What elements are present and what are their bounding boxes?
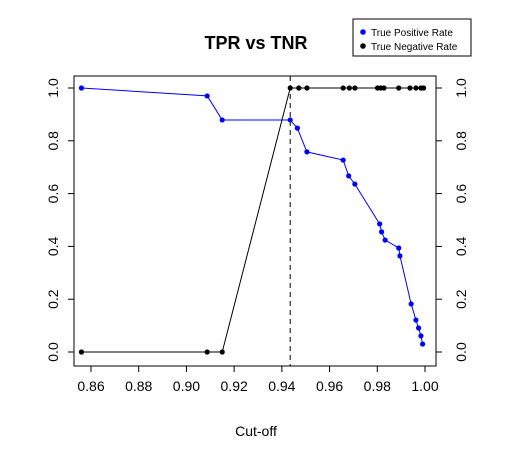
data-point-tpr <box>413 317 419 323</box>
y-tick-label: 0.0 <box>45 342 61 362</box>
right-y-tick-label: 1.0 <box>453 78 469 98</box>
data-point-tnr <box>352 85 358 91</box>
y-tick-label: 0.4 <box>45 236 61 256</box>
legend-label-tnr: True Negative Rate <box>371 42 458 53</box>
chart-title: TPR vs TNR <box>204 33 307 53</box>
right-y-tick-label: 0.4 <box>453 236 469 256</box>
data-point-tpr <box>418 333 424 339</box>
data-point-tnr <box>396 85 402 91</box>
data-point-tnr <box>204 349 210 355</box>
data-point-tnr <box>304 85 310 91</box>
x-tick-label: 1.00 <box>411 378 438 394</box>
right-y-tick-label: 0.8 <box>453 131 469 151</box>
data-point-tpr <box>204 93 210 99</box>
legend-marker-tpr <box>360 29 366 35</box>
data-point-tnr <box>340 85 346 91</box>
data-point-tnr <box>219 349 225 355</box>
data-point-tpr <box>397 253 403 259</box>
x-tick-label: 0.94 <box>268 378 295 394</box>
data-point-tpr <box>304 149 310 155</box>
data-point-tpr <box>340 157 346 163</box>
x-tick-label: 0.90 <box>173 378 200 394</box>
y-tick-label: 0.2 <box>45 289 61 309</box>
data-point-tpr <box>346 173 352 179</box>
data-point-tpr <box>219 117 225 123</box>
right-y-tick-label: 0.6 <box>453 184 469 204</box>
data-point-tnr <box>287 85 293 91</box>
x-tick-label: 0.88 <box>125 378 152 394</box>
legend-label-tpr: True Positive Rate <box>371 28 453 39</box>
legend: True Positive Rate True Negative Rate <box>352 18 472 57</box>
x-axis: 0.86 0.88 0.90 0.92 0.94 0.96 0.98 1.00 <box>77 365 439 394</box>
data-point-tpr <box>382 237 388 243</box>
x-tick-label: 0.86 <box>77 378 104 394</box>
plot-frame <box>73 75 437 367</box>
data-point-tnr <box>346 85 352 91</box>
data-point-tpr <box>294 125 300 131</box>
data-point-tpr <box>396 245 402 251</box>
data-point-tnr <box>296 85 302 91</box>
data-point-tnr <box>413 85 419 91</box>
data-point-tnr <box>78 349 85 355</box>
y-tick-label: 0.8 <box>45 131 61 151</box>
data-point-tpr <box>378 229 385 235</box>
x-tick-label: 0.92 <box>221 378 248 394</box>
right-y-tick-label: 0.0 <box>453 342 469 362</box>
right-y-tick-label: 0.2 <box>453 289 469 309</box>
x-axis-label: Cut-off <box>235 423 277 439</box>
legend-marker-tnr <box>360 43 366 49</box>
data-point-tpr <box>377 221 383 227</box>
plot-area <box>78 76 427 366</box>
data-point-tpr <box>78 85 85 91</box>
y-tick-label: 0.6 <box>45 184 61 204</box>
data-point-tnr <box>420 85 427 91</box>
data-point-tnr <box>381 85 387 91</box>
data-point-tpr <box>352 181 358 187</box>
data-point-tnr <box>407 85 413 91</box>
data-point-tpr <box>415 325 422 331</box>
y-axis-right: 0.0 0.2 0.4 0.6 0.8 1.0 <box>435 78 469 362</box>
legend-box <box>352 18 472 57</box>
x-tick-label: 0.98 <box>364 378 391 394</box>
data-point-tpr <box>408 301 414 307</box>
y-tick-label: 1.0 <box>45 78 61 98</box>
x-tick-label: 0.96 <box>316 378 343 394</box>
data-point-tpr <box>420 341 426 347</box>
data-point-tpr <box>287 117 293 123</box>
